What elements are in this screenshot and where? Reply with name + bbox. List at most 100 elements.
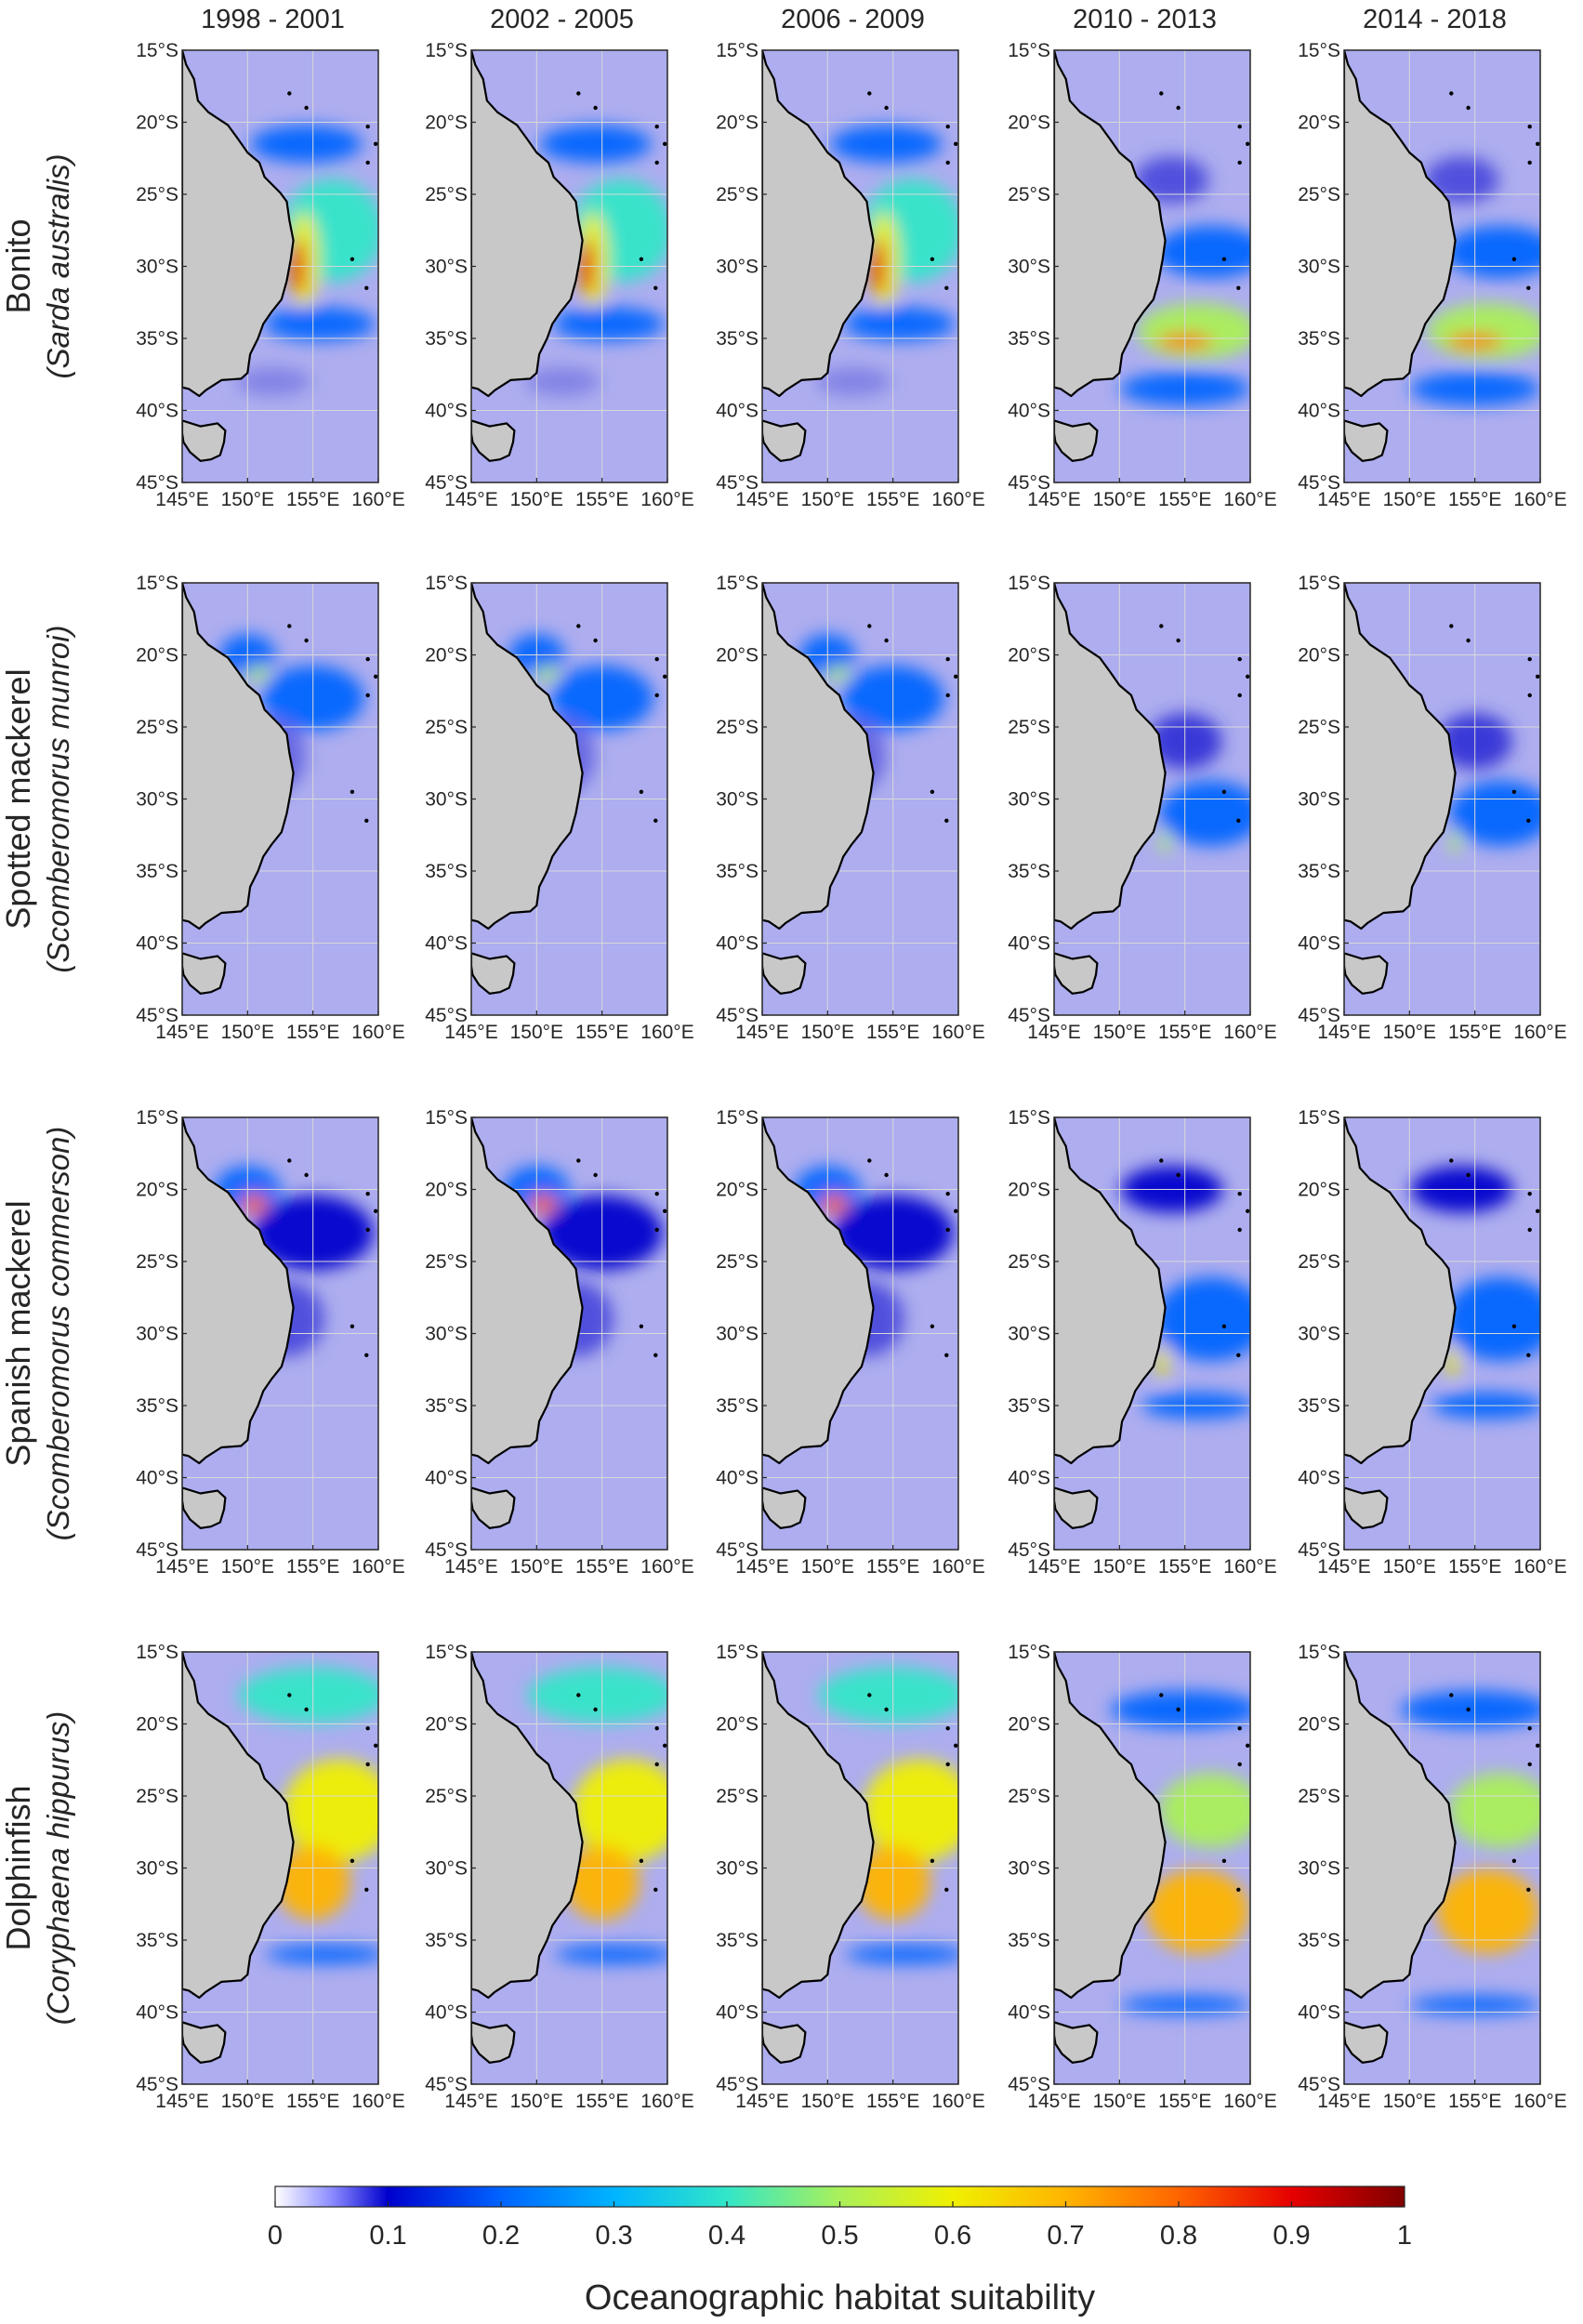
- island-marker: [576, 91, 581, 96]
- lat-tick-label: 25°S: [716, 1786, 759, 1807]
- island-marker: [945, 656, 950, 662]
- island-marker: [653, 818, 658, 823]
- lat-tick-label: 20°S: [425, 112, 468, 134]
- island-marker: [1176, 1707, 1181, 1712]
- island-marker: [1159, 91, 1164, 96]
- period-title: 2002 - 2005: [490, 5, 634, 34]
- island-marker: [1236, 1887, 1241, 1893]
- island-marker: [1237, 125, 1242, 129]
- island-marker: [1246, 1208, 1250, 1214]
- lat-tick-label: 30°S: [1298, 789, 1340, 811]
- lon-tick-label: 160°E: [1223, 489, 1276, 510]
- lat-tick-label: 30°S: [425, 789, 468, 811]
- lon-tick-label: 160°E: [351, 1556, 404, 1578]
- island-marker: [884, 105, 889, 111]
- suitability-patch: [1134, 156, 1209, 204]
- suitability-patch: [826, 666, 850, 681]
- island-marker: [654, 160, 659, 165]
- lat-tick-label: 25°S: [136, 717, 178, 738]
- australia-mainland: [1344, 583, 1457, 931]
- island-marker: [1246, 1743, 1250, 1749]
- island-marker: [930, 789, 935, 794]
- island-marker: [1237, 1726, 1242, 1731]
- suitability-patch: [241, 1195, 268, 1213]
- island-marker: [1527, 1762, 1532, 1767]
- period-title: 2010 - 2013: [1073, 5, 1217, 34]
- lon-tick-label: 145°E: [1027, 1022, 1080, 1043]
- lon-tick-label: 150°E: [1383, 489, 1436, 510]
- lat-tick-label: 40°S: [136, 401, 178, 422]
- island-marker: [654, 656, 659, 662]
- lat-tick-label: 35°S: [425, 1930, 468, 1951]
- lon-tick-label: 145°E: [1317, 2091, 1370, 2112]
- lon-tick-label: 145°E: [444, 1556, 497, 1578]
- suitability-patch: [845, 1945, 958, 1964]
- lat-tick-label: 25°S: [425, 184, 468, 205]
- island-marker: [287, 1693, 292, 1697]
- island-marker: [1237, 1762, 1242, 1767]
- island-marker: [1527, 656, 1532, 662]
- island-marker: [364, 1887, 369, 1893]
- island-marker: [945, 160, 950, 165]
- lat-tick-label: 30°S: [136, 1858, 178, 1880]
- lat-tick-label: 25°S: [1008, 184, 1050, 205]
- island-marker: [654, 1192, 659, 1196]
- lon-tick-label: 160°E: [931, 1556, 984, 1578]
- lon-tick-label: 160°E: [351, 1022, 404, 1043]
- island-marker: [1466, 1172, 1471, 1178]
- lat-tick-label: 45°S: [716, 472, 759, 494]
- island-marker: [654, 1762, 659, 1767]
- lat-tick-label: 45°S: [425, 1005, 468, 1026]
- lat-tick-label: 20°S: [716, 1180, 759, 1201]
- island-marker: [639, 1858, 644, 1864]
- colorbar-tick-label: 0: [268, 2221, 283, 2251]
- island-marker: [867, 1158, 872, 1163]
- lat-tick-label: 20°S: [1008, 1714, 1050, 1736]
- lat-tick-label: 20°S: [425, 1714, 468, 1736]
- lat-tick-label: 40°S: [136, 933, 178, 955]
- colorbar-title: Oceanographic habitat suitability: [585, 2278, 1095, 2317]
- australia-mainland: [762, 583, 875, 931]
- island-marker: [1527, 125, 1532, 129]
- australia-mainland: [1344, 1652, 1457, 2000]
- island-marker: [653, 1887, 658, 1893]
- island-marker: [945, 1762, 950, 1767]
- island-marker: [653, 1353, 658, 1358]
- island-marker: [945, 125, 950, 129]
- lon-tick-label: 145°E: [735, 1556, 788, 1578]
- lat-tick-label: 35°S: [716, 1930, 759, 1951]
- lon-tick-label: 160°E: [1223, 1022, 1276, 1043]
- lat-tick-label: 20°S: [425, 645, 468, 667]
- island-marker: [1159, 1158, 1164, 1163]
- island-marker: [287, 624, 292, 628]
- lat-tick-label: 25°S: [425, 1786, 468, 1807]
- island-marker: [287, 1158, 292, 1163]
- species-common-name: Bonito: [0, 218, 37, 313]
- colorbar-tick-label: 0.1: [369, 2221, 406, 2251]
- lat-tick-label: 35°S: [1008, 1930, 1050, 1951]
- species-scientific-name: (Scomberomorus munroi): [41, 625, 75, 972]
- suitability-patch: [1156, 1345, 1168, 1380]
- lat-tick-label: 40°S: [425, 401, 468, 422]
- island-marker: [1526, 1353, 1531, 1358]
- lat-tick-label: 20°S: [136, 645, 178, 667]
- island-marker: [663, 1743, 667, 1749]
- island-marker: [304, 105, 309, 111]
- island-marker: [1237, 160, 1242, 165]
- lat-tick-label: 45°S: [425, 2074, 468, 2095]
- lat-tick-label: 15°S: [136, 573, 178, 594]
- lat-tick-label: 35°S: [1298, 328, 1340, 350]
- lat-tick-label: 25°S: [1298, 184, 1340, 205]
- lon-tick-label: 145°E: [1317, 489, 1370, 510]
- colorbar-tick-label: 0.2: [482, 2221, 520, 2251]
- lat-tick-label: 30°S: [1008, 789, 1050, 811]
- tasmania: [182, 1486, 227, 1529]
- island-marker: [944, 285, 949, 290]
- suitability-patch: [265, 1945, 378, 1964]
- lat-tick-label: 45°S: [716, 1005, 759, 1026]
- colorbar-tick-label: 0.3: [595, 2221, 632, 2251]
- lat-tick-label: 35°S: [136, 328, 178, 350]
